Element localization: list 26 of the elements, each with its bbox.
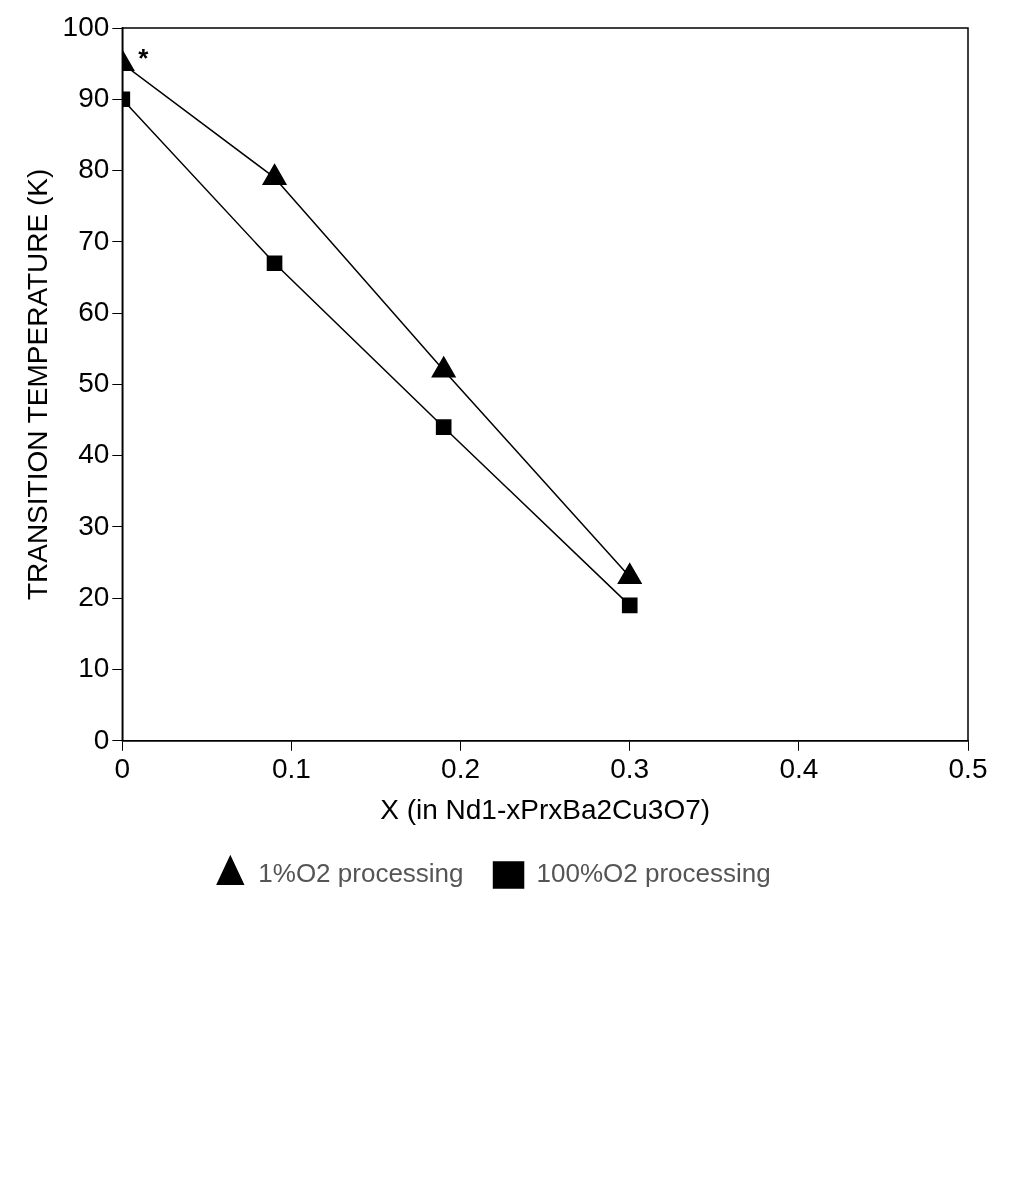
y-tick-label: 90 bbox=[78, 82, 110, 113]
y-tick-label: 10 bbox=[78, 652, 110, 684]
x-axis-title: X (in Nd1-xPrxBa2Cu3O7) bbox=[380, 793, 711, 825]
y-tick-label: 100 bbox=[62, 10, 110, 42]
y-axis-title: TRANSITION TEMPERATURE (K) bbox=[21, 168, 53, 601]
legend-label: 100%O2 processing bbox=[536, 858, 771, 889]
x-tick-label: 0.5 bbox=[948, 753, 988, 785]
y-tick-label: 30 bbox=[78, 509, 110, 541]
point bbox=[621, 597, 638, 614]
y-tick-label: 0 bbox=[93, 723, 110, 755]
y-tick-label: 40 bbox=[78, 438, 110, 470]
y-tick-label: 20 bbox=[78, 580, 110, 612]
x-tick-label: 0 bbox=[114, 753, 131, 785]
x-tick-label: 0.2 bbox=[441, 753, 481, 785]
y-tick-label: 60 bbox=[78, 295, 110, 327]
x-tick-label: 0.3 bbox=[610, 753, 650, 785]
x-tick-label: 0.1 bbox=[271, 753, 311, 785]
y-tick-label: 50 bbox=[78, 367, 110, 399]
point bbox=[262, 163, 287, 185]
y-tick-label: 80 bbox=[78, 153, 110, 185]
point bbox=[431, 356, 456, 378]
y-tick-label: 70 bbox=[78, 224, 110, 256]
point bbox=[435, 419, 452, 435]
annotation: * bbox=[138, 42, 150, 73]
x-tick-label: 0.4 bbox=[779, 753, 819, 785]
legend-label: 1%O2 processing bbox=[258, 858, 464, 889]
